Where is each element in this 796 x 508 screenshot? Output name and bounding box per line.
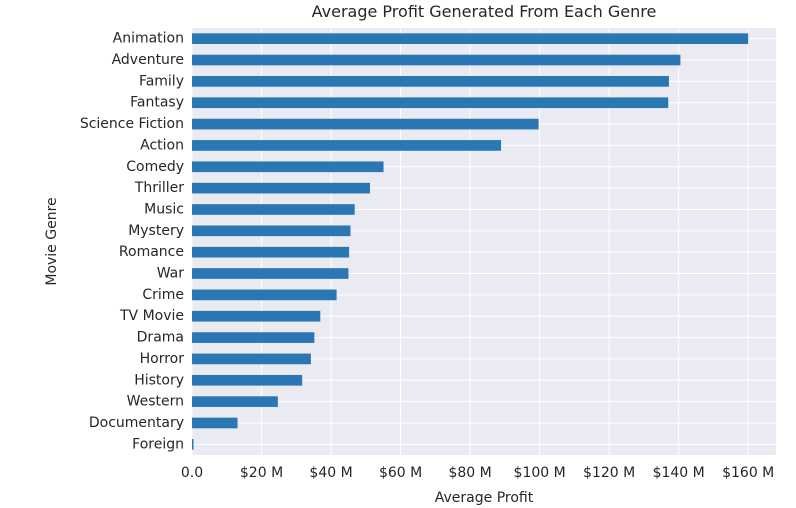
bar-science-fiction — [192, 118, 539, 130]
bar-drama — [192, 332, 315, 343]
bar-animation — [192, 33, 749, 45]
x-tick-label: $40 M — [309, 465, 352, 481]
y-axis-label: Movie Genre — [44, 197, 60, 285]
x-tick-label: $60 M — [379, 465, 422, 481]
bar-crime — [192, 289, 337, 301]
bar-history — [192, 374, 303, 386]
bar-romance — [192, 246, 350, 258]
x-tick-label: 0.0 — [181, 465, 203, 481]
y-tick-label: Family — [139, 73, 184, 89]
x-tick-label: $160 M — [722, 465, 774, 481]
y-tick-label: Romance — [119, 244, 184, 260]
x-tick-label: $20 M — [240, 465, 283, 481]
y-tick-label: Comedy — [126, 159, 184, 175]
x-tick-label: $140 M — [653, 465, 705, 481]
y-tick-label: Crime — [142, 287, 184, 303]
bar-thriller — [192, 182, 370, 194]
y-tick-label: War — [157, 266, 185, 282]
x-tick-label: $80 M — [448, 465, 491, 481]
bar-foreign — [192, 438, 194, 450]
y-tick-label: Adventure — [112, 52, 184, 68]
bar-war — [192, 268, 349, 279]
x-tick-label: $120 M — [583, 465, 635, 481]
bar-western — [192, 396, 278, 407]
x-tick-labels: 0.0 $20 M $40 M $60 M $80 M $100 M $120 M $140 … — [181, 465, 774, 481]
y-tick-label: Documentary — [89, 415, 184, 431]
bar-mystery — [192, 225, 351, 237]
y-tick-label: Science Fiction — [80, 116, 184, 132]
y-tick-label: Thriller — [134, 180, 184, 196]
y-tick-label: TV Movie — [119, 308, 184, 324]
y-tick-label: Western — [127, 394, 184, 410]
bar-music — [192, 204, 355, 215]
y-tick-label: Animation — [113, 31, 184, 47]
bar-adventure — [192, 54, 681, 66]
y-tick-label: Music — [144, 201, 184, 217]
bar-fantasy — [192, 97, 669, 109]
bar-horror — [192, 353, 311, 365]
y-tick-label: Drama — [137, 330, 184, 346]
y-tick-label: Fantasy — [130, 95, 184, 111]
y-tick-label: Foreign — [132, 436, 184, 452]
y-tick-label: Horror — [140, 351, 185, 367]
y-tick-label: Action — [140, 137, 184, 153]
bar-tv-movie — [192, 310, 321, 322]
y-tick-label: History — [134, 372, 184, 388]
bars — [192, 33, 749, 450]
bar-family — [192, 76, 669, 87]
x-axis-label: Average Profit — [435, 490, 534, 506]
plot-background — [192, 28, 776, 455]
bar-comedy — [192, 161, 384, 173]
y-tick-labels: Animation Adventure Family Fantasy Science F… — [80, 31, 184, 453]
y-tick-label: Mystery — [128, 223, 184, 239]
bar-documentary — [192, 417, 238, 429]
chart-title: Average Profit Generated From Each Genre — [312, 2, 657, 21]
bar-action — [192, 140, 502, 151]
x-tick-label: $100 M — [514, 465, 566, 481]
